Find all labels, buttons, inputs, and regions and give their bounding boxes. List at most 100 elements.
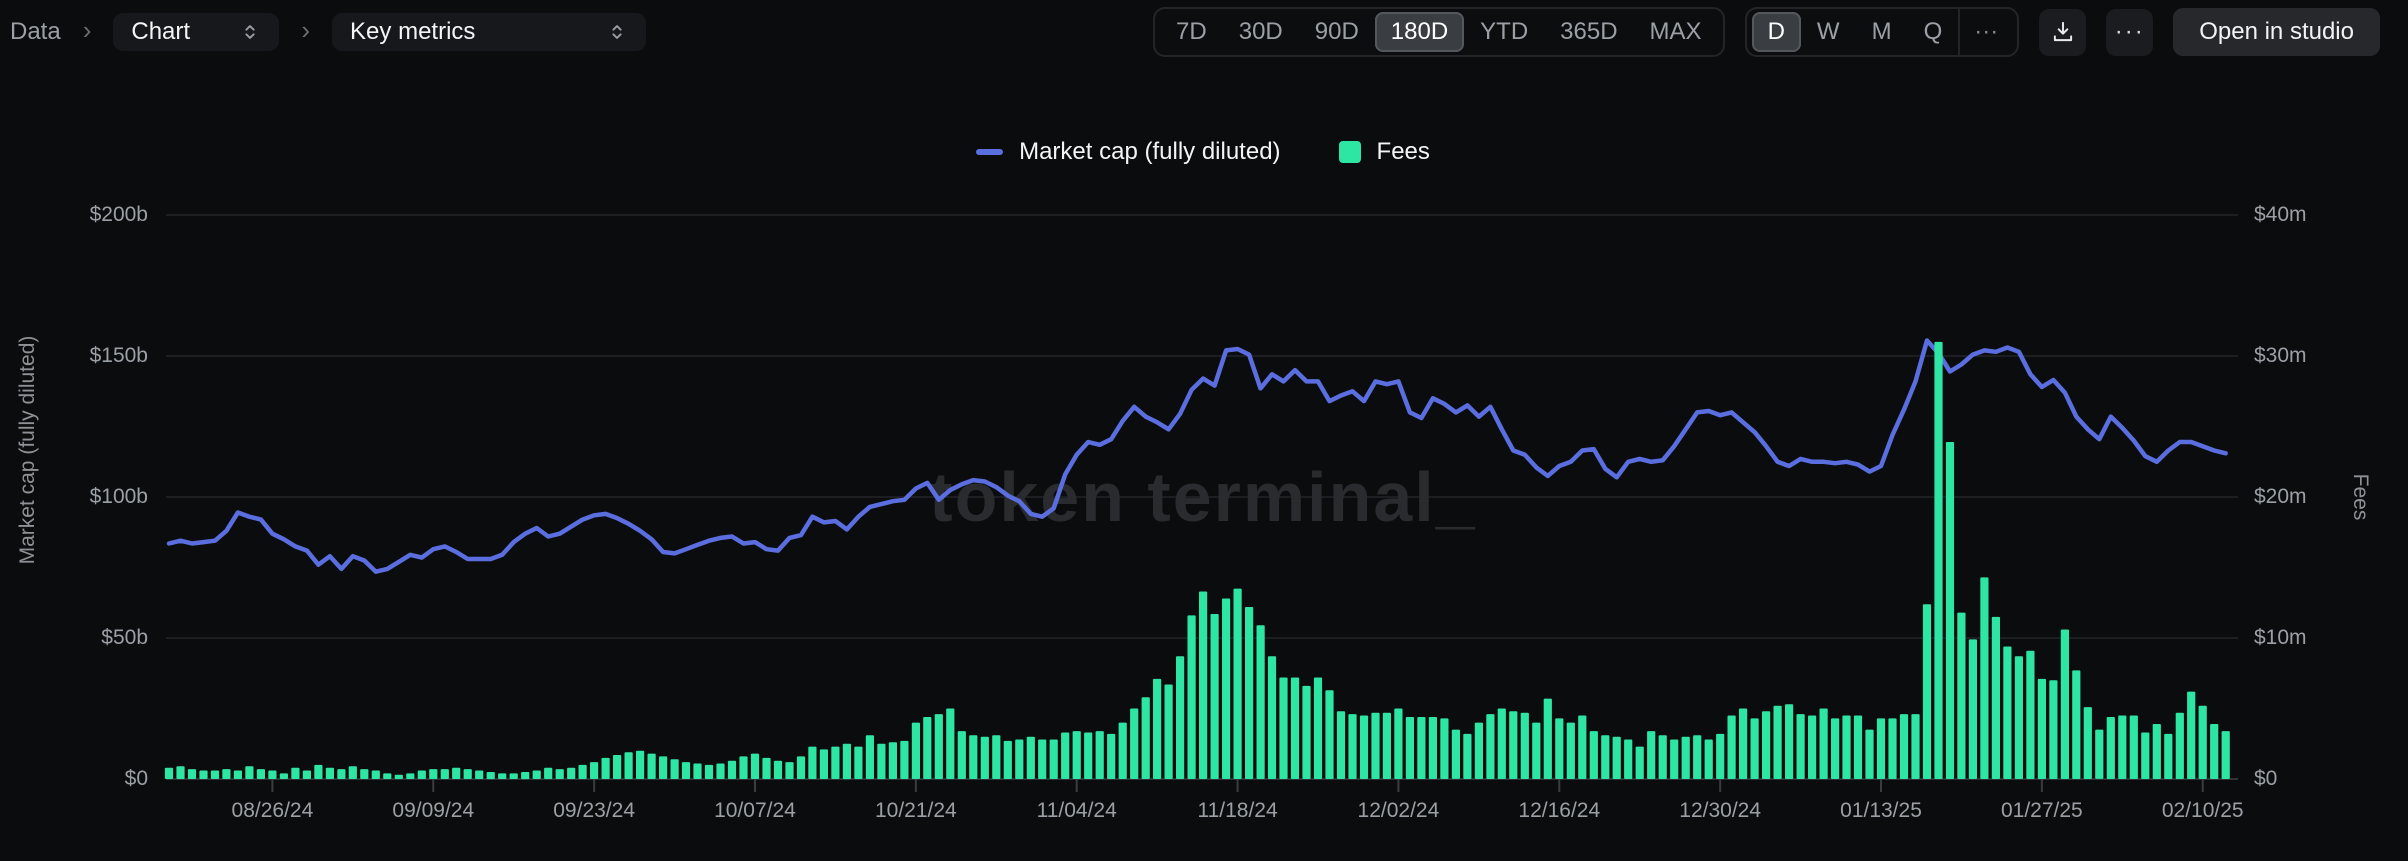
- fees-bar: [613, 755, 622, 779]
- fees-bar: [210, 770, 220, 779]
- fees-bar: [1141, 697, 1150, 779]
- fees-bar: [957, 731, 966, 779]
- fees-bar: [2014, 656, 2023, 779]
- fees-bar: [750, 753, 760, 779]
- range-button-365d[interactable]: 365D: [1544, 12, 1633, 52]
- fees-bar: [980, 736, 989, 779]
- fees-bar: [2003, 646, 2012, 779]
- fees-bar: [1945, 442, 1955, 779]
- fees-bar: [2141, 732, 2150, 779]
- fees-bar: [1313, 677, 1323, 779]
- y-axis-left-title: Market cap (fully diluted): [16, 335, 39, 565]
- granularity-button-q[interactable]: Q: [1908, 12, 1959, 52]
- x-axis-tick-label: 12/30/24: [1679, 799, 1762, 822]
- fees-bar: [2095, 729, 2104, 779]
- fees-bar: [2049, 680, 2058, 779]
- breadcrumb-root[interactable]: Data: [10, 18, 61, 45]
- range-button-30d[interactable]: 30D: [1223, 12, 1299, 52]
- fees-bar: [222, 769, 231, 779]
- fees-bar: [1118, 722, 1127, 779]
- fees-bar: [555, 769, 564, 779]
- fees-bar: [279, 773, 288, 779]
- granularity-more-button[interactable]: ···: [1958, 9, 2012, 55]
- fees-bar: [670, 759, 679, 779]
- chart-type-select[interactable]: Chart: [113, 13, 280, 51]
- line-swatch-icon: [976, 149, 1004, 155]
- fees-bar: [739, 756, 748, 779]
- range-button-ytd[interactable]: YTD: [1464, 12, 1544, 52]
- fees-bar: [199, 770, 208, 779]
- range-group: 7D 30D 90D 180D YTD 365D MAX: [1153, 7, 1725, 57]
- more-button[interactable]: ···: [2106, 8, 2154, 56]
- range-button-90d[interactable]: 90D: [1299, 12, 1375, 52]
- fees-bar: [1520, 712, 1529, 779]
- fees-bar: [2072, 670, 2081, 779]
- fees-bar: [796, 756, 806, 779]
- fees-bar: [1762, 711, 1771, 779]
- fees-bar: [969, 735, 978, 779]
- fees-bar: [681, 762, 691, 779]
- legend-label: Market cap (fully diluted): [1019, 138, 1281, 165]
- granularity-button-d[interactable]: D: [1751, 12, 1801, 52]
- fees-bar: [1222, 598, 1231, 779]
- x-axis-tick-label: 11/04/24: [1036, 799, 1117, 822]
- fees-bar: [268, 770, 277, 779]
- fees-bar: [1808, 715, 1817, 779]
- fees-bar: [1382, 712, 1391, 779]
- granularity-button-m[interactable]: M: [1856, 12, 1908, 52]
- fees-bar: [1038, 739, 1047, 779]
- fees-bar: [1601, 735, 1610, 779]
- fees-bar: [1727, 715, 1736, 779]
- fees-bar: [1336, 711, 1346, 779]
- fees-bar: [164, 767, 174, 779]
- fees-bar: [1451, 729, 1460, 779]
- metric-select[interactable]: Key metrics: [332, 13, 647, 51]
- fees-bar: [1704, 739, 1713, 779]
- fees-bar: [1256, 625, 1265, 779]
- fees-bar: [2198, 705, 2207, 779]
- fees-bar: [176, 766, 185, 779]
- legend-item-fees[interactable]: Fees: [1338, 138, 1430, 166]
- y-axis-left-tick: $100b: [89, 485, 148, 508]
- fees-bar: [785, 762, 794, 779]
- fees-bar: [1612, 736, 1621, 779]
- fees-bar: [923, 717, 932, 779]
- granularity-button-w[interactable]: W: [1801, 12, 1856, 52]
- legend-item-market-cap[interactable]: Market cap (fully diluted): [976, 138, 1281, 166]
- fees-bar: [2152, 724, 2161, 779]
- fees-bar: [1359, 715, 1369, 779]
- range-button-180d[interactable]: 180D: [1374, 12, 1465, 52]
- fees-bar: [992, 735, 1001, 779]
- fees-bar: [440, 769, 449, 779]
- open-in-studio-button[interactable]: Open in studio: [2173, 8, 2380, 56]
- y-axis-right-tick: $0: [2254, 767, 2278, 790]
- range-button-7d[interactable]: 7D: [1160, 12, 1223, 52]
- fees-bar: [291, 767, 300, 779]
- fees-bar: [888, 742, 897, 779]
- fees-bar: [1084, 732, 1093, 779]
- fees-bar: [1348, 714, 1357, 779]
- metric-select-value: Key metrics: [350, 18, 476, 45]
- download-button[interactable]: [2039, 8, 2087, 56]
- fees-bar: [808, 746, 817, 779]
- fees-bar: [1991, 616, 2000, 779]
- fees-bar: [1922, 604, 1932, 779]
- fees-bar: [1417, 717, 1426, 779]
- fees-bar: [486, 772, 495, 780]
- fees-bar: [2118, 715, 2127, 779]
- fees-bar: [900, 740, 909, 779]
- fees-bar: [2026, 650, 2035, 779]
- fees-bar: [1486, 714, 1495, 779]
- fees-bar: [1474, 722, 1483, 779]
- fees-bar: [1750, 718, 1759, 779]
- fees-bar: [1532, 722, 1541, 779]
- range-button-max[interactable]: MAX: [1634, 12, 1718, 52]
- fees-bar: [1658, 735, 1667, 779]
- x-axis-tick-label: 11/18/24: [1197, 799, 1278, 822]
- fees-bar: [371, 770, 380, 779]
- fees-bar: [1635, 746, 1644, 779]
- fees-bar: [590, 762, 599, 779]
- fees-bar: [187, 769, 197, 779]
- y-axis-right-tick: $20m: [2254, 485, 2307, 508]
